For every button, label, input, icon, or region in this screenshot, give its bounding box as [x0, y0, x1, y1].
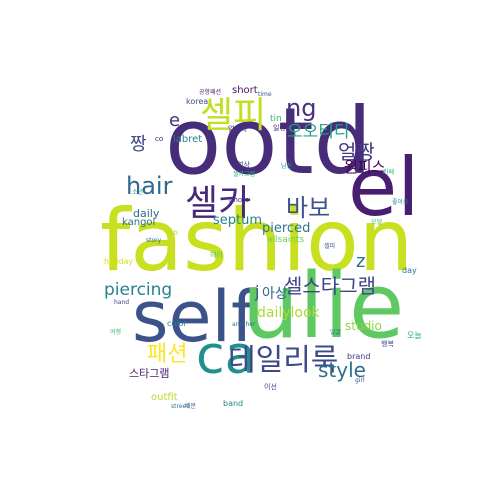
- word-labret: labret: [173, 134, 203, 145]
- word-babo: 바보: [286, 194, 331, 222]
- word-hair: hair: [126, 172, 173, 200]
- word-co: co: [155, 135, 164, 143]
- word-kangol: kangol: [122, 217, 156, 228]
- word-onepiece: 원피스: [344, 158, 386, 176]
- word-haengbok: 행복: [381, 340, 394, 348]
- word-color: color: [167, 319, 187, 328]
- word-ng: ng: [286, 94, 317, 122]
- word-iseon: 이선: [264, 383, 277, 391]
- word-job: job: [167, 229, 178, 237]
- word-style: style: [318, 358, 366, 382]
- word-fashion-kr: 패션: [147, 342, 188, 367]
- word-heeo: 헤어: [210, 251, 223, 259]
- word-outfit: outfit: [151, 392, 178, 403]
- word-daily: daily: [133, 207, 160, 220]
- word-brand: brand: [347, 352, 371, 361]
- word-ilsang: 일상: [273, 124, 286, 132]
- word-selfie-kr: 셀피: [200, 95, 267, 136]
- word-street: street: [171, 403, 189, 410]
- word-asang: 아상: [262, 286, 288, 302]
- word-el: el: [348, 141, 420, 234]
- word-jjang: 짱: [130, 134, 147, 155]
- word-eoljjang: 얼짱: [338, 140, 375, 164]
- word-fashion: fashion: [100, 191, 414, 291]
- word-another: another: [232, 321, 256, 328]
- word-selfie-small: 셀피: [324, 243, 336, 250]
- word-cafe: 카페: [383, 169, 395, 176]
- word-korea: korea: [186, 97, 209, 106]
- word-z: z: [356, 251, 366, 272]
- word-septum: septum: [213, 213, 263, 228]
- word-studio: studio: [345, 319, 382, 333]
- word-ca: ca: [196, 326, 257, 386]
- word-oneul: 오늘: [407, 331, 422, 340]
- word-eolstar: 얼스타: [228, 125, 248, 133]
- word-self: self: [132, 276, 256, 358]
- word-hand: hand: [114, 299, 130, 306]
- word-time: time: [258, 91, 272, 98]
- word-selca: 셀카: [185, 183, 252, 224]
- word-ootd-kr: 오오티디: [287, 122, 350, 142]
- word-yeohaeng: 여행: [110, 329, 122, 336]
- word-stagram: 스타그램: [129, 367, 170, 380]
- word-j: j: [255, 282, 260, 301]
- word-band: band: [223, 399, 244, 408]
- word-sonyeon: 소년: [132, 189, 144, 196]
- word-eolgul: 얼굴: [330, 329, 342, 336]
- word-story: story: [146, 237, 162, 244]
- word-allsaints: allsaints: [267, 235, 305, 245]
- word-dailylook: dailylook: [257, 305, 320, 321]
- word-e: e: [169, 110, 181, 131]
- word-model: 모델: [371, 219, 383, 226]
- word-short: short: [232, 85, 258, 96]
- word-holiday: holiday: [104, 257, 134, 266]
- word-dailylook-kr: 데일리룩: [228, 343, 339, 378]
- word-selcagram: 셀카그램: [233, 171, 256, 178]
- word-tin: tin: [270, 114, 282, 124]
- word-yeosang: 여상: [237, 161, 250, 169]
- word-namchin: 남친: [281, 163, 293, 170]
- word-ulie: ulie: [242, 254, 405, 359]
- word-pierced: pierced: [262, 221, 311, 236]
- word-ttaemun: 때문: [185, 403, 197, 410]
- word-ootd: ootd: [165, 88, 373, 195]
- word-joayo: 좋아요: [392, 199, 409, 206]
- word-selstagram: 셀스타그램: [284, 274, 376, 298]
- word-photo: photo: [229, 196, 250, 204]
- word-day: day: [402, 266, 417, 275]
- word-gonghang: 공항패션: [199, 89, 222, 96]
- word-piercing: piercing: [104, 280, 173, 300]
- word-girl: girl: [355, 377, 365, 384]
